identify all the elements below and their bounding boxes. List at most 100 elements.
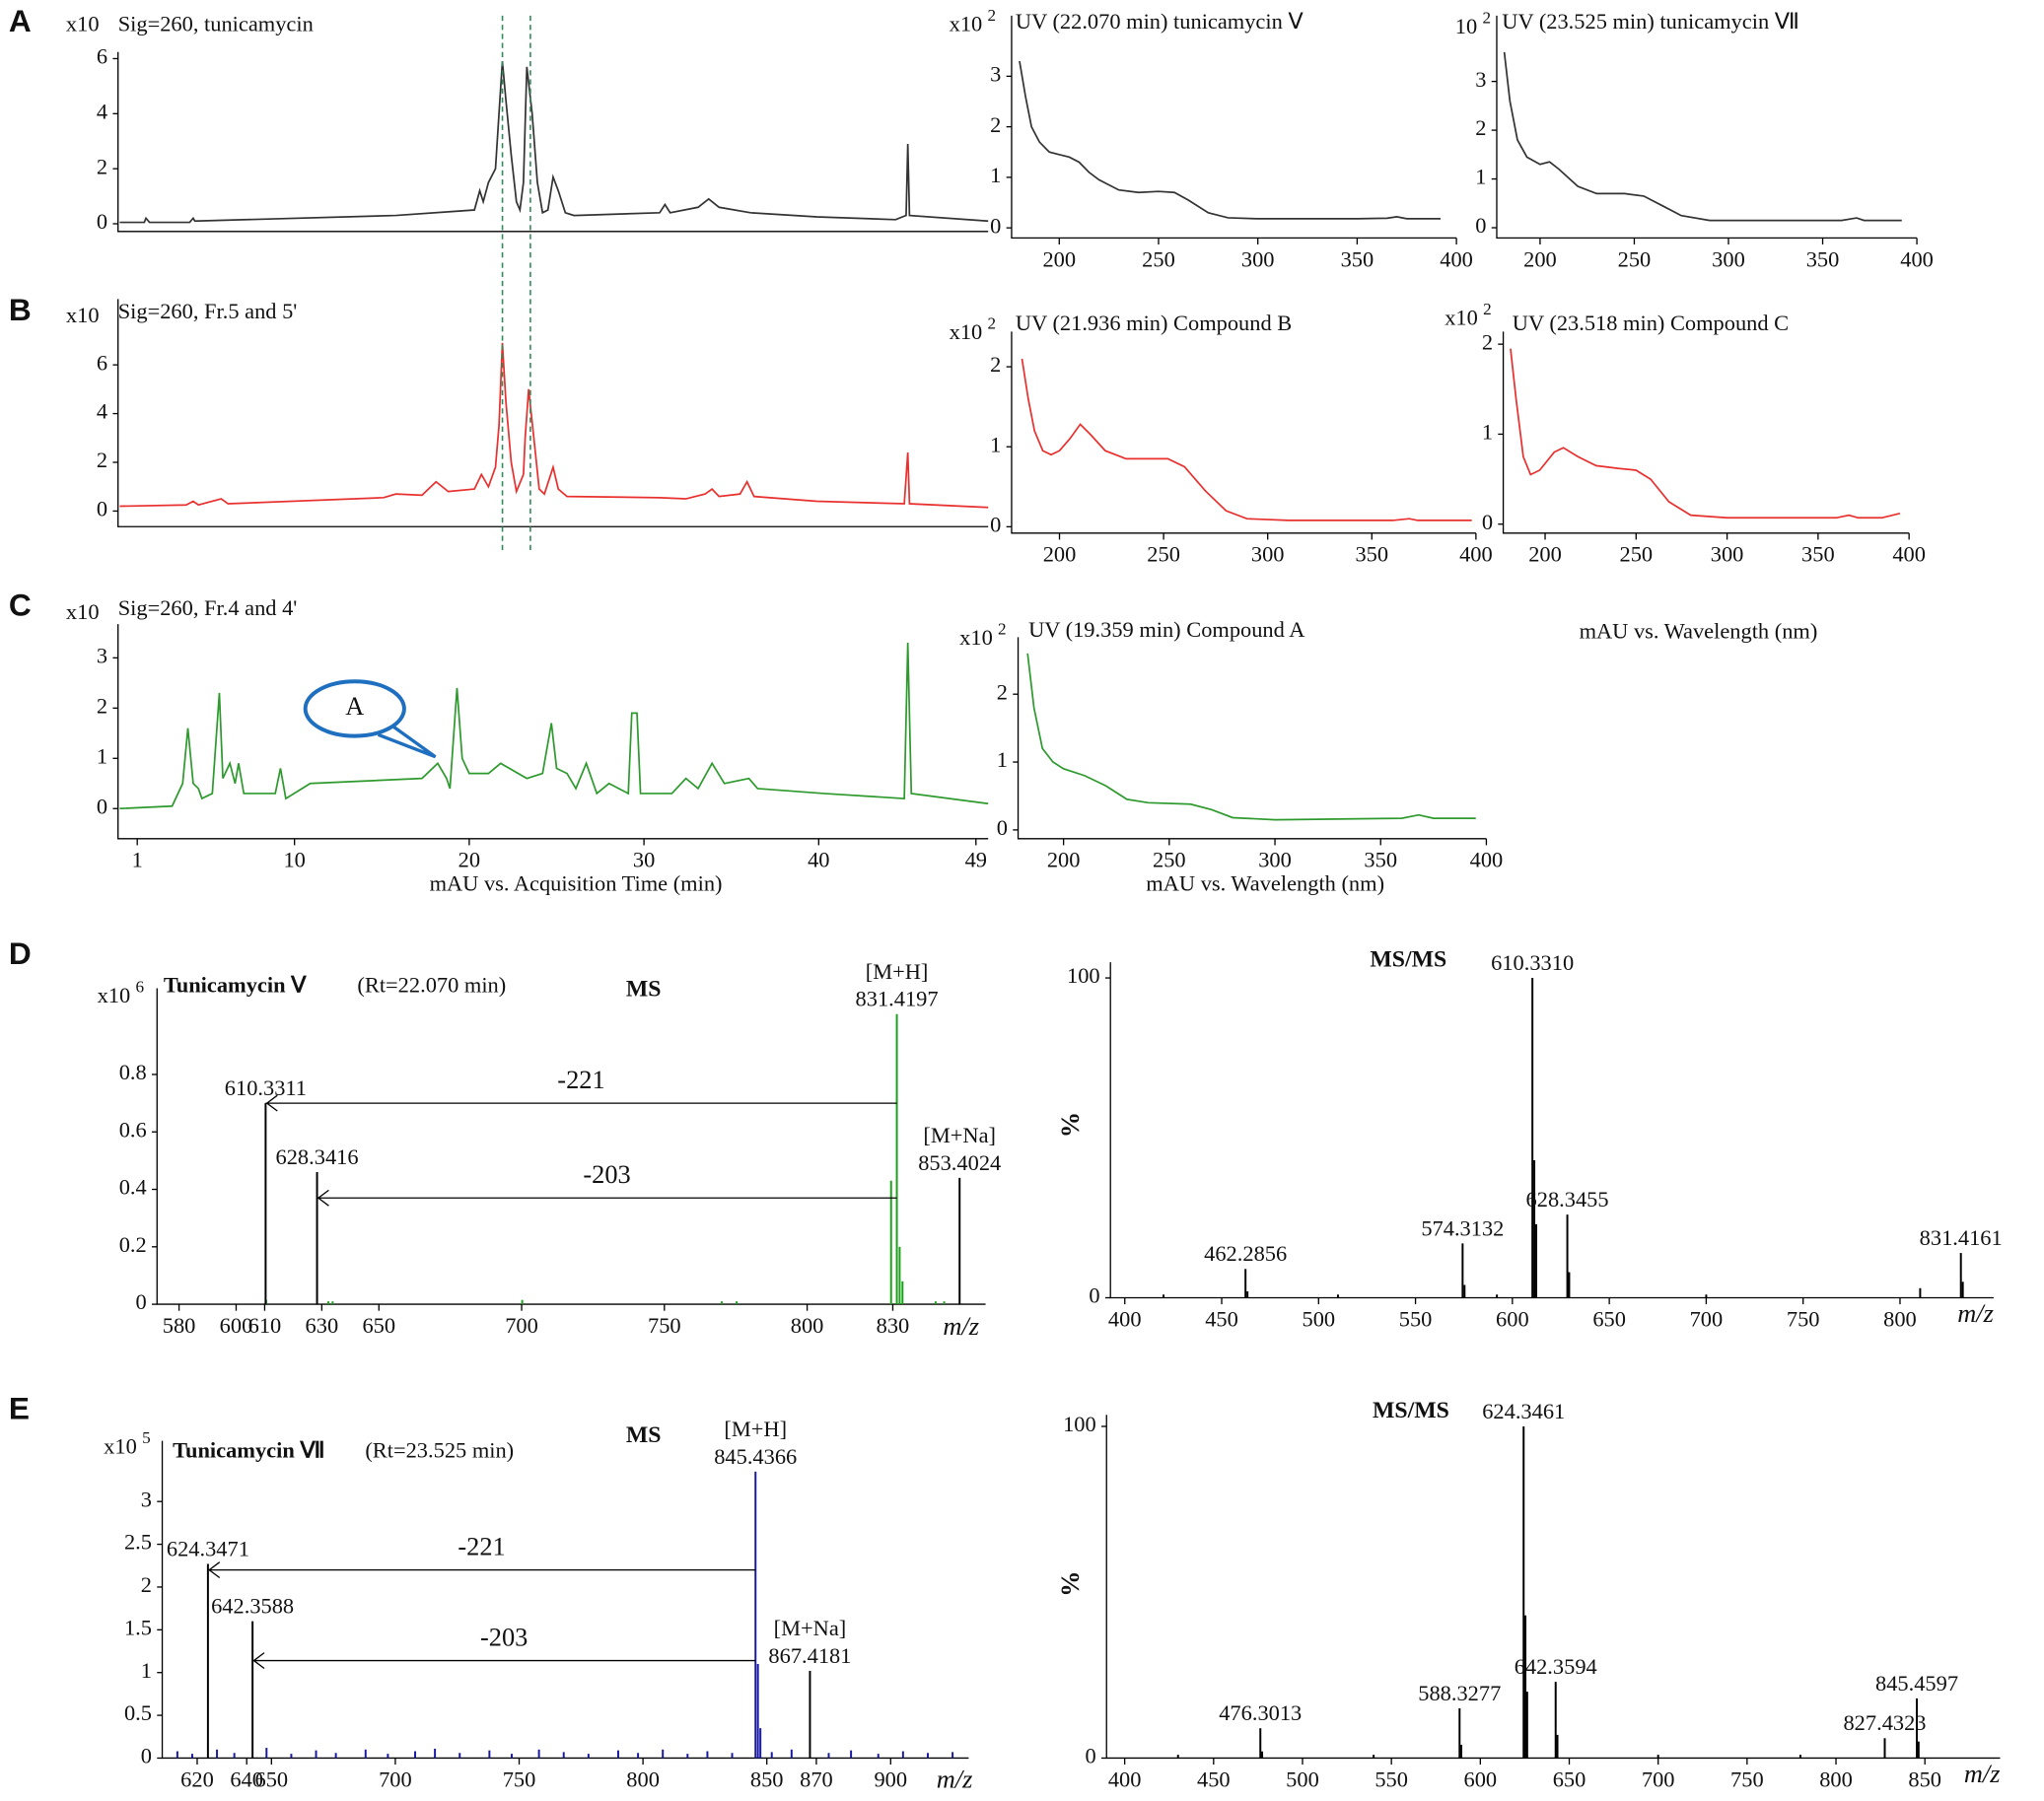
scale-label: 10 <box>1455 14 1477 38</box>
y-tick-label: 0.2 <box>119 1232 147 1257</box>
x-tick-label: 250 <box>1618 246 1652 271</box>
x-tick-label: 350 <box>1801 542 1835 567</box>
x-tick-label: 610 <box>248 1313 282 1338</box>
peak-tag: [M+H] <box>866 959 929 984</box>
y-tick-label: 1 <box>141 1658 152 1683</box>
background <box>3 0 2041 1801</box>
x-tick-label: 400 <box>1440 246 1473 271</box>
axis-line <box>117 299 989 527</box>
arrow-label: -221 <box>557 1065 604 1094</box>
arrow-head <box>265 1094 278 1112</box>
x-axis-label: m/z <box>1957 1298 1994 1328</box>
x-tick-label: 750 <box>1787 1306 1820 1331</box>
scale-label: x10 <box>959 625 993 650</box>
peak-label: 624.3471 <box>167 1536 249 1560</box>
x-tick-label: 40 <box>808 848 829 872</box>
x-tick-label: 200 <box>1047 848 1081 872</box>
y-tick-label: 0 <box>990 512 1001 536</box>
y-tick-label: 6 <box>97 44 107 69</box>
x-tick-label: 250 <box>1142 246 1175 271</box>
x-tick-label: 700 <box>505 1313 538 1338</box>
x-tick-label: 400 <box>1892 542 1926 567</box>
x-tick-label: 400 <box>1459 542 1493 567</box>
x-tick-label: 800 <box>791 1313 824 1338</box>
scale-exponent: 2 <box>988 6 997 25</box>
chart-subtitle: (Rt=23.525 min) <box>365 1438 514 1463</box>
x-tick-label: 300 <box>1711 542 1744 567</box>
scale-exponent: 2 <box>1483 300 1492 318</box>
x-tick-label: 550 <box>1374 1766 1408 1791</box>
x-tick-label: 800 <box>1819 1766 1853 1791</box>
peak-label: 845.4597 <box>1875 1671 1958 1696</box>
y-tick-label: 0 <box>990 213 1001 238</box>
x-tick-label: 300 <box>1241 246 1275 271</box>
y-tick-label: 0 <box>1482 510 1493 534</box>
arrow-label: -203 <box>480 1623 528 1652</box>
x-tick-label: 200 <box>1043 542 1077 567</box>
y-tick-label: 1 <box>97 743 107 768</box>
x-tick-label: 250 <box>1153 848 1186 872</box>
y-tick-label: 1 <box>990 163 1001 187</box>
x-tick-label: 20 <box>458 848 480 872</box>
peak-label: 588.3277 <box>1418 1681 1501 1705</box>
chart-title: Sig=260, Fr.4 and 4' <box>118 595 298 620</box>
x-tick-label: 400 <box>1108 1306 1142 1331</box>
chart-subtitle: (Rt=22.070 min) <box>357 972 506 997</box>
x-tick-label: 300 <box>1258 848 1292 872</box>
chart-title: UV (23.518 min) Compound C <box>1513 311 1789 335</box>
x-tick-label: 650 <box>1553 1766 1586 1791</box>
y-tick-label: 2 <box>141 1572 152 1597</box>
x-axis-label: m/z <box>937 1764 973 1793</box>
x-tick-label: 600 <box>1464 1766 1498 1791</box>
y-tick-label: 0 <box>97 209 107 234</box>
y-tick-label: 2 <box>97 154 107 178</box>
y-tick-label: 3 <box>1475 67 1486 92</box>
y-tick-label: 1 <box>1475 165 1486 189</box>
trace <box>119 342 989 509</box>
y-tick-label: 0 <box>997 815 1008 840</box>
arrow-label: -203 <box>583 1159 630 1189</box>
peak-label: 831.4161 <box>1920 1225 2003 1250</box>
axis-line <box>1502 331 1910 534</box>
axis-line <box>1017 637 1487 840</box>
x-tick-label: 650 <box>255 1766 289 1791</box>
peak-label: 831.4197 <box>856 987 939 1011</box>
panel-letter: D <box>9 935 32 971</box>
peak-label: 462.2856 <box>1204 1241 1287 1266</box>
x-tick-label: 500 <box>1286 1766 1319 1791</box>
y-tick-label: 0.6 <box>119 1117 147 1142</box>
x-tick-label: 200 <box>1523 246 1557 271</box>
x-tick-label: 30 <box>633 848 655 872</box>
trace <box>1026 653 1476 821</box>
chart-title: UV (21.936 min) Compound B <box>1016 311 1292 335</box>
scale-label: x10 <box>1445 306 1478 330</box>
arrow-head <box>317 1189 329 1207</box>
x-axis-label: mAU vs. Wavelength (nm) <box>1580 619 1818 644</box>
y-tick-label: 1 <box>990 432 1001 456</box>
x-axis-label: mAU vs. Acquisition Time (min) <box>430 870 723 895</box>
peak-label: 628.3416 <box>276 1144 359 1169</box>
x-tick-label: 800 <box>626 1766 660 1791</box>
y-tick-label: 6 <box>97 350 107 375</box>
y-tick-label: 4 <box>97 99 107 123</box>
x-tick-label: 500 <box>1302 1306 1335 1331</box>
peak-label: 476.3013 <box>1219 1700 1302 1725</box>
y-tick-label: 3 <box>990 61 1001 86</box>
y-tick-label: 1.5 <box>124 1615 152 1639</box>
x-tick-label: 550 <box>1399 1306 1433 1331</box>
y-tick-label: 4 <box>97 399 107 424</box>
y-tick-label: 2 <box>97 693 107 718</box>
scale-exponent: 2 <box>988 314 997 333</box>
x-tick-label: 400 <box>1470 848 1504 872</box>
x-tick-label: 830 <box>877 1313 910 1338</box>
x-tick-label: 900 <box>874 1766 907 1791</box>
scale-exponent: 2 <box>998 620 1007 639</box>
x-tick-label: 200 <box>1528 542 1562 567</box>
y-tick-label: 2 <box>997 679 1008 704</box>
x-tick-label: 450 <box>1205 1306 1238 1331</box>
axis-line <box>1011 15 1457 240</box>
scale-label: x10 <box>950 12 983 36</box>
chart-title: UV (22.070 min) tunicamycin Ⅴ <box>1016 9 1304 34</box>
y-tick-label: 0.5 <box>124 1700 152 1725</box>
y-tick-label: 2.5 <box>124 1530 152 1555</box>
